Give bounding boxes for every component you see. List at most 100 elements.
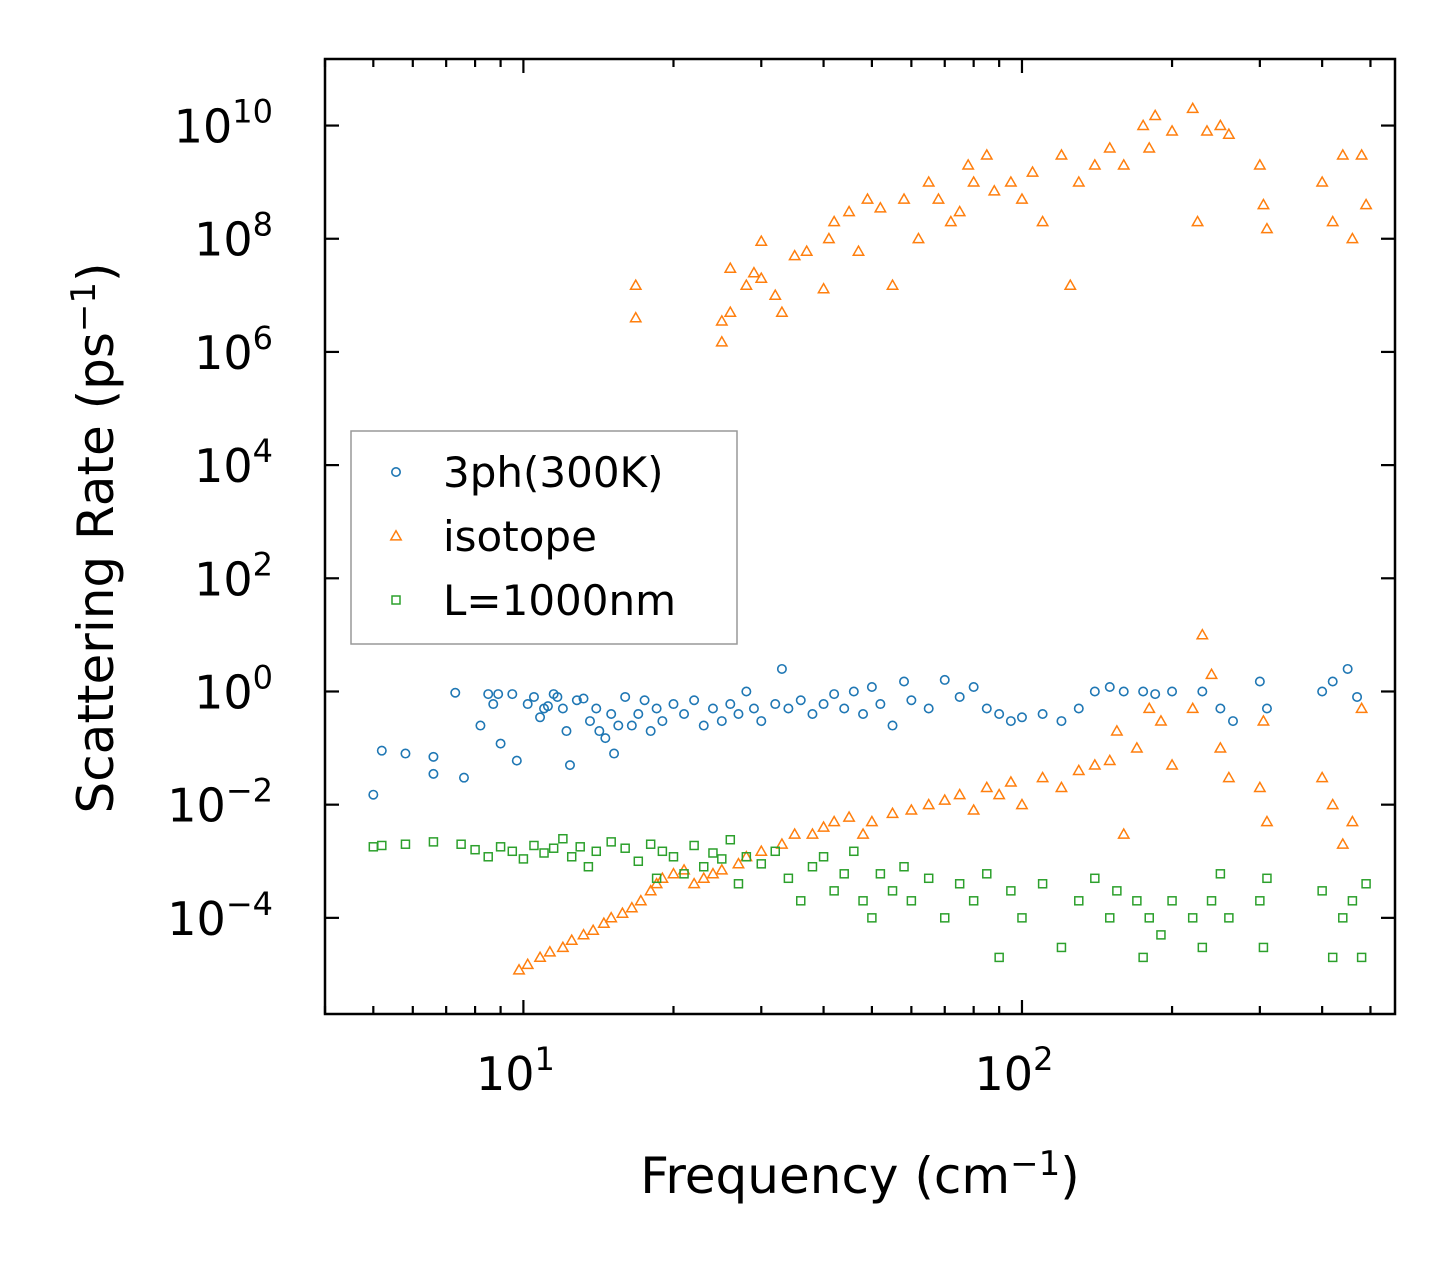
series-0 [368,663,1363,800]
data-point [842,205,856,217]
data-point [1165,124,1179,136]
data-point [741,852,752,862]
data-point [1156,930,1166,940]
data-point [620,691,631,702]
data-point [542,701,553,712]
data-point [707,703,718,714]
data-point [529,840,539,851]
data-point [1336,837,1350,849]
data-point [1261,703,1272,714]
data-point [968,896,979,906]
y-tick-label: 10−2 [167,772,273,833]
data-point [1253,158,1267,170]
legend-entry-0: 3ph(300K) [390,448,663,497]
data-point [639,695,650,706]
data-point [788,827,802,839]
data-point [620,843,630,853]
data-point [1256,197,1270,210]
data-point [368,789,379,800]
data-point [687,877,701,889]
data-point [1136,118,1150,131]
data-point [715,335,729,347]
data-point [875,699,886,710]
data-point [1063,278,1077,291]
data-point [493,689,504,700]
data-point [698,720,709,731]
data-point [775,837,789,849]
data-point [770,699,781,710]
data-point [1150,689,1161,700]
data-point [456,839,466,849]
data-point [629,311,643,323]
data-point [1104,682,1115,693]
data-point [1103,753,1117,766]
data-point [756,716,767,727]
data-point [1262,873,1272,884]
data-point [1088,158,1102,170]
data-point [650,877,664,889]
data-point [866,682,877,693]
data-point [1105,913,1115,923]
y-tick-label: 102 [194,545,273,606]
legend-marker [390,466,401,477]
data-point [783,703,794,714]
data-point [887,886,898,896]
data-point [899,676,910,687]
data-point [1037,879,1048,889]
data-point [575,842,585,852]
data-point [827,214,841,227]
data-point [1072,175,1086,187]
data-point [867,913,877,923]
data-point [1352,691,1363,702]
data-point [376,745,387,756]
x-tick-label: 101 [476,1040,555,1101]
data-point [1117,158,1131,170]
data-point [522,699,533,710]
data-point [1074,896,1084,906]
data-point [521,957,535,970]
data-point [586,923,600,936]
data-point [944,214,958,227]
data-point [1315,770,1329,783]
plot-points [368,101,1373,975]
data-point [507,689,518,700]
data-point [557,703,568,714]
data-point [1005,716,1016,727]
data-point [796,896,806,906]
data-point [961,158,975,170]
data-point [788,249,802,261]
data-point [849,846,859,857]
data-point [1317,686,1328,697]
data-point [1222,127,1236,139]
data-point [911,232,925,244]
data-point [829,886,839,896]
data-point [564,760,575,771]
data-point [1338,913,1348,923]
y-tick-label: 10−4 [167,885,273,946]
data-point [807,861,818,872]
data-point [873,201,887,213]
data-point [1006,886,1016,896]
data-point [633,709,644,720]
legend-label: 3ph(300K) [443,448,663,497]
data-point [1138,686,1149,697]
data-point [1326,797,1340,810]
data-point [1144,913,1154,923]
data-point [1054,780,1068,793]
data-point [428,768,439,779]
axis-ticks: 101 102 1010 108 106 104 102 100 10−2 10−4 [167,59,1395,1101]
data-point [548,843,559,853]
data-point [1072,763,1086,776]
data-point [1315,175,1329,187]
data-point [571,695,582,706]
legend-entry-2: L=1000nm [391,576,676,625]
data-point [625,901,639,913]
data-point [1327,676,1338,687]
data-point [994,952,1004,963]
data-point [565,933,579,946]
data-point [1186,101,1200,114]
data-point [733,879,744,889]
data-point [768,288,782,300]
data-point [584,716,595,727]
data-point [458,772,469,783]
